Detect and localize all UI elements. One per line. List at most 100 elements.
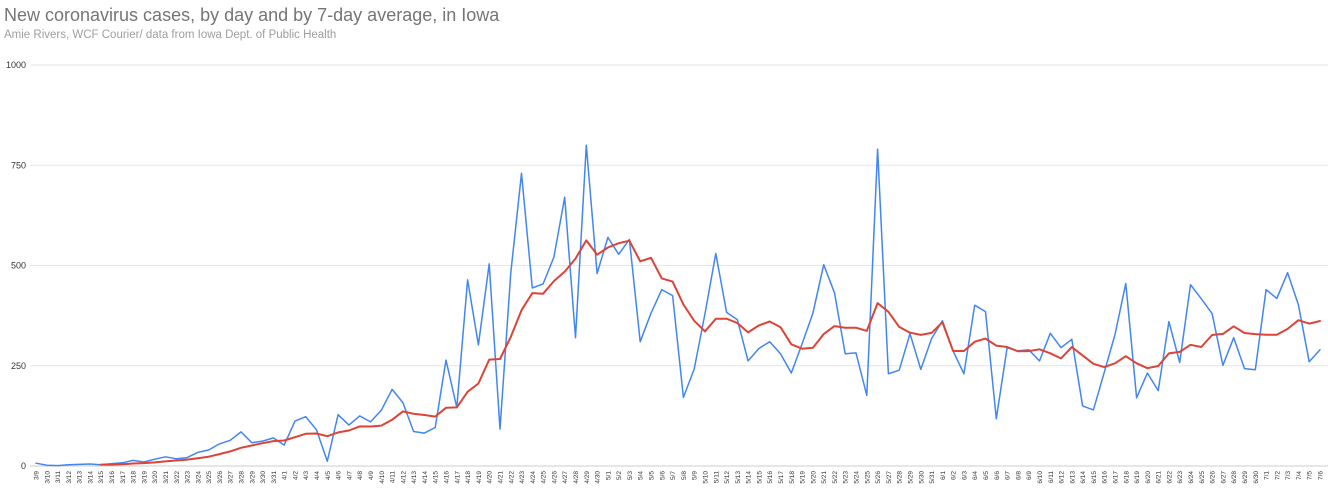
x-tick-label: 5/28 <box>897 471 904 484</box>
x-tick-label: 5/1 <box>605 471 612 480</box>
x-tick-label: 3/23 <box>185 471 192 484</box>
y-tick-label: 0 <box>21 461 26 471</box>
x-tick-label: 3/12 <box>66 471 73 484</box>
x-tick-label: 6/25 <box>1199 471 1206 484</box>
x-tick-label: 3/14 <box>87 471 94 484</box>
x-tick-label: 3/20 <box>152 471 159 484</box>
x-tick-label: 3/16 <box>109 471 116 484</box>
x-tick-label: 6/14 <box>1080 471 1087 484</box>
x-tick-label: 4/3 <box>303 471 310 480</box>
x-tick-label: 3/17 <box>120 471 127 484</box>
y-tick-label: 500 <box>11 261 26 271</box>
x-tick-label: 6/24 <box>1188 471 1195 484</box>
x-tick-label: 7/2 <box>1274 471 1281 480</box>
x-tick-label: 5/14 <box>746 471 753 484</box>
x-tick-label: 4/25 <box>541 471 548 484</box>
x-tick-label: 5/5 <box>649 471 656 480</box>
x-tick-label: 5/26 <box>875 471 882 484</box>
x-tick-label: 6/4 <box>972 471 979 480</box>
x-tick-label: 3/26 <box>217 471 224 484</box>
x-tick-label: 5/9 <box>692 471 699 480</box>
x-tick-label: 4/23 <box>519 471 526 484</box>
x-tick-label: 4/21 <box>497 471 504 484</box>
chart-subtitle: Amie Rivers, WCF Courier/ data from Iowa… <box>4 29 337 41</box>
x-tick-label: 6/11 <box>1048 471 1055 484</box>
x-tick-label: 6/2 <box>951 471 958 480</box>
x-tick-label: 6/27 <box>1220 471 1227 484</box>
x-tick-label: 6/18 <box>1123 471 1130 484</box>
x-tick-label: 5/13 <box>735 471 742 484</box>
x-tick-label: 5/2 <box>616 471 623 480</box>
x-tick-label: 6/1 <box>940 471 947 480</box>
x-tick-label: 5/27 <box>886 471 893 484</box>
x-tick-label: 6/3 <box>961 471 968 480</box>
x-tick-label: 4/11 <box>390 471 397 484</box>
x-tick-label: 4/10 <box>379 471 386 484</box>
x-tick-label: 4/27 <box>562 471 569 484</box>
x-tick-label: 4/18 <box>465 471 472 484</box>
x-tick-label: 5/7 <box>670 471 677 480</box>
x-tick-label: 3/25 <box>206 471 213 484</box>
x-tick-label: 3/31 <box>271 471 278 484</box>
x-tick-label: 3/24 <box>195 471 202 484</box>
y-tick-label: 250 <box>11 361 26 371</box>
x-tick-label: 5/17 <box>778 471 785 484</box>
gridlines <box>30 64 1328 467</box>
x-tick-label: 5/10 <box>702 471 709 484</box>
x-tick-label: 6/21 <box>1156 471 1163 484</box>
x-tick-label: 4/7 <box>346 471 353 480</box>
x-tick-label: 4/13 <box>411 471 418 484</box>
x-tick-label: 6/22 <box>1166 471 1173 484</box>
x-tick-label: 6/19 <box>1134 471 1141 484</box>
x-tick-label: 5/25 <box>864 471 871 484</box>
y-axis-labels: 0 250 500 750 1000 <box>6 60 26 471</box>
x-tick-label: 6/26 <box>1210 471 1217 484</box>
x-tick-label: 3/18 <box>131 471 138 484</box>
x-tick-label: 5/31 <box>929 471 936 484</box>
x-tick-label: 6/29 <box>1242 471 1249 484</box>
x-tick-label: 4/26 <box>551 471 558 484</box>
x-tick-label: 6/12 <box>1059 471 1066 484</box>
x-tick-label: 4/29 <box>584 471 591 484</box>
x-tick-label: 6/20 <box>1145 471 1152 484</box>
daily-cases-line <box>35 144 1321 467</box>
x-tick-label: 3/28 <box>239 471 246 484</box>
x-tick-label: 6/15 <box>1091 471 1098 484</box>
x-tick-label: 6/10 <box>1037 471 1044 484</box>
x-tick-label: 4/30 <box>595 471 602 484</box>
x-tick-label: 4/19 <box>476 471 483 484</box>
x-tick-label: 4/9 <box>368 471 375 480</box>
x-tick-label: 7/3 <box>1285 471 1292 480</box>
x-tick-label: 4/20 <box>487 471 494 484</box>
x-tick-label: 5/21 <box>821 471 828 484</box>
x-tick-label: 4/14 <box>422 471 429 484</box>
x-tick-label: 6/13 <box>1069 471 1076 484</box>
x-tick-label: 5/12 <box>724 471 731 484</box>
x-tick-label: 7/6 <box>1318 471 1325 480</box>
x-axis-labels: 3/9 3/10 3/11 3/12 3/13 3/14 3/15 3/16 3/17 3/18 3… <box>34 471 1325 484</box>
x-tick-label: 3/30 <box>260 471 267 484</box>
x-tick-label: 6/30 <box>1253 471 1260 484</box>
x-tick-label: 5/8 <box>681 471 688 480</box>
x-tick-label: 6/23 <box>1177 471 1184 484</box>
seven-day-average-line <box>99 239 1321 466</box>
x-tick-label: 4/8 <box>357 471 364 480</box>
x-tick-label: 6/28 <box>1231 471 1238 484</box>
x-tick-label: 6/16 <box>1102 471 1109 484</box>
x-tick-label: 5/19 <box>800 471 807 484</box>
x-tick-label: 6/17 <box>1112 471 1119 484</box>
x-tick-label: 6/6 <box>994 471 1001 480</box>
x-tick-label: 3/11 <box>55 471 62 484</box>
x-tick-label: 4/28 <box>573 471 580 484</box>
x-tick-label: 7/5 <box>1307 471 1314 480</box>
x-tick-label: 4/2 <box>292 471 299 480</box>
x-tick-label: 5/20 <box>810 471 817 484</box>
y-tick-label: 1000 <box>6 60 26 70</box>
x-tick-label: 4/16 <box>444 471 451 484</box>
chart-title: New coronavirus cases, by day and by 7-d… <box>4 5 500 25</box>
x-tick-label: 5/23 <box>843 471 850 484</box>
y-tick-label: 750 <box>11 160 26 170</box>
x-tick-label: 6/8 <box>1015 471 1022 480</box>
x-tick-label: 6/9 <box>1026 471 1033 480</box>
